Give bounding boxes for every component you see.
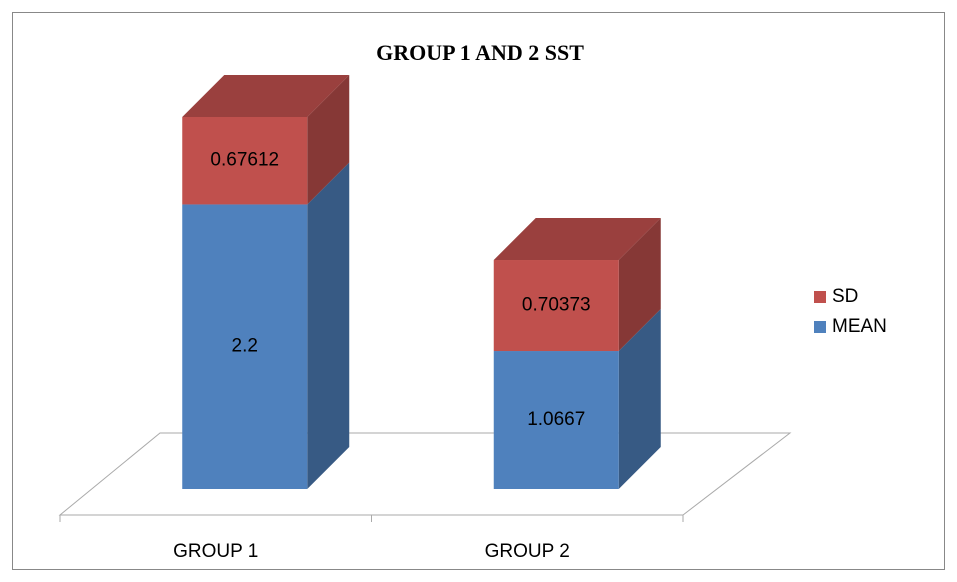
bar-face xyxy=(307,162,350,489)
bar-segment xyxy=(493,218,661,352)
bar-face xyxy=(618,309,661,489)
bar-face xyxy=(307,75,350,205)
bar-segment xyxy=(182,162,350,489)
floor xyxy=(58,432,792,516)
bar-face xyxy=(182,75,350,117)
bar-face xyxy=(493,260,619,352)
chart-title: GROUP 1 AND 2 SST xyxy=(376,40,584,65)
data-label: 0.70373 xyxy=(522,295,591,316)
x-tick-label: GROUP 1 xyxy=(173,541,258,562)
data-label: 2.2 xyxy=(232,336,258,357)
bar-face xyxy=(182,117,308,205)
legend-label: MEAN xyxy=(832,316,887,337)
legend-swatch xyxy=(814,291,826,303)
bar-face xyxy=(493,351,619,489)
bar-segment xyxy=(182,75,350,205)
bar-face xyxy=(182,204,308,489)
data-label: 0.67612 xyxy=(210,150,279,171)
bar-segment xyxy=(493,309,661,489)
x-tick-label: GROUP 2 xyxy=(485,541,570,562)
bar-face xyxy=(493,218,661,261)
legend-label: SD xyxy=(832,286,858,307)
data-label: 1.0667 xyxy=(527,409,585,430)
legend-swatch xyxy=(814,321,826,333)
bar-face xyxy=(618,218,661,352)
